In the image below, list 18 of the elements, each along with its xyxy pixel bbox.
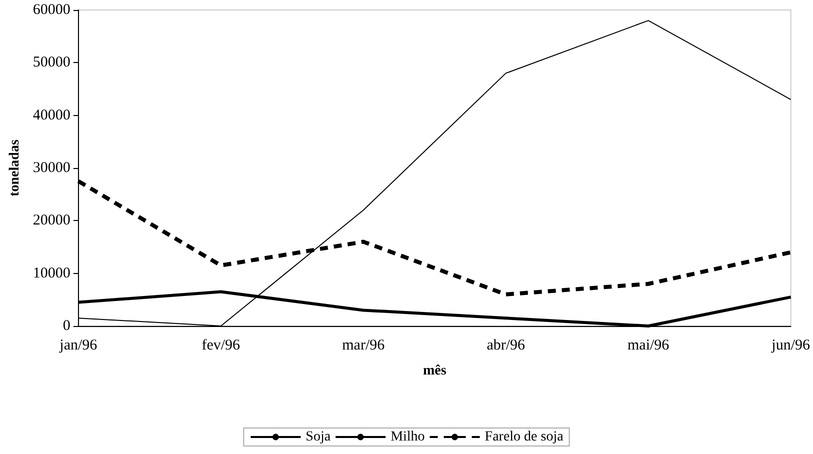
y-axis-title: toneladas	[8, 139, 22, 196]
x-tick-label: mar/96	[342, 338, 386, 354]
x-tick-label: fev/96	[202, 338, 241, 354]
y-tick-label: 20000	[32, 212, 70, 229]
x-axis-title: mês	[422, 364, 447, 378]
legend-label: Milho	[390, 430, 425, 444]
y-tick-label: 40000	[32, 107, 70, 124]
y-tick-label: 0	[62, 318, 70, 334]
x-tick-label: mai/96	[628, 338, 670, 354]
y-tick-label: 50000	[32, 54, 70, 71]
y-tick-label: 10000	[32, 265, 70, 282]
legend-label: Soja	[306, 430, 332, 444]
x-tick-label: abr/96	[486, 338, 526, 354]
y-tick-label: 60000	[32, 2, 70, 18]
legend-label: Farelo de soja	[484, 430, 564, 444]
x-tick-label: jun/96	[770, 338, 810, 354]
y-tick-label: 30000	[32, 160, 70, 176]
x-tick-label: jan/96	[58, 338, 98, 354]
